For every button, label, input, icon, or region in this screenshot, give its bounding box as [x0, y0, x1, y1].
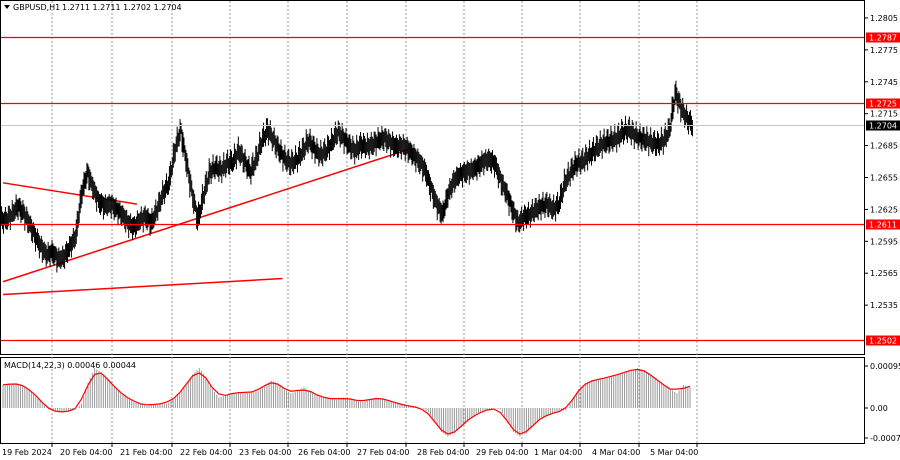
macd-tick-label: 0.00095: [870, 362, 900, 371]
time-tick-label: 29 Feb 04:00: [476, 448, 528, 457]
time-tick-label: 28 Feb 04:00: [417, 448, 469, 457]
level-tag-label: 1.2787: [869, 34, 897, 43]
level-tag: [866, 335, 900, 346]
macd-signal-line: [2, 368, 691, 435]
macd-pane-frame: [0, 357, 865, 444]
price-tick-label: 1.2625: [870, 205, 898, 214]
price-tick-label: 1.2685: [870, 142, 898, 151]
time-tick-label: 26 Feb 04:00: [298, 448, 350, 457]
macd-tick-label: 0.00: [870, 404, 888, 413]
time-tick-label: 1 Mar 04:00: [534, 448, 582, 457]
level-tag: [866, 32, 900, 43]
price-tick-label: 1.2805: [870, 14, 898, 23]
triangle-down-icon[interactable]: [4, 5, 10, 9]
level-tag-label: 1.2611: [869, 221, 897, 230]
level-tag-label: 1.2502: [869, 337, 897, 346]
level-lines[interactable]: [1, 36, 864, 342]
level-tag: [866, 219, 900, 230]
trendline[interactable]: [2, 148, 411, 283]
time-tick-label: 5 Mar 04:00: [650, 448, 698, 457]
price-tick-label: 1.2595: [870, 237, 898, 246]
time-tick-label: 19 Feb 2024: [2, 448, 52, 457]
candles: [0, 80, 693, 273]
macd-label: MACD(14,22,3) 0.00046 0.00044: [4, 361, 136, 370]
main-pane-frame: [0, 0, 865, 355]
level-tag: [866, 98, 900, 109]
ohlc-values: 1.2711 1.2711 1.2702 1.2704: [62, 3, 182, 12]
price-axis: 1.2805 1.2775 1.2745 1.2715 1.2685 1.2655 1.26…: [864, 14, 898, 310]
level-tag-label: 1.2725: [869, 100, 897, 109]
price-tick-label: 1.2775: [870, 46, 898, 55]
symbol-header[interactable]: GBPUSD,H1 1.2711 1.2711 1.2702 1.2704: [4, 3, 182, 12]
price-tick-label: 1.2715: [870, 110, 898, 119]
trendline[interactable]: [2, 277, 283, 296]
time-tick-label: 21 Feb 04:00: [120, 448, 172, 457]
time-tick-label: 20 Feb 04:00: [60, 448, 112, 457]
price-tick-label: 1.2565: [870, 269, 898, 278]
time-axis: 19 Feb 2024 20 Feb 04:00 21 Feb 04:00 22 Fe…: [2, 443, 698, 457]
time-tick-label: 27 Feb 04:00: [357, 448, 409, 457]
macd-histogram: [2, 368, 691, 437]
time-tick-label: 4 Mar 04:00: [592, 448, 640, 457]
price-tick-label: 1.2655: [870, 174, 898, 183]
macd-tick-label: -0.00073: [870, 434, 900, 443]
symbol-label: GBPUSD,H1: [13, 3, 60, 12]
time-tick-label: 23 Feb 04:00: [239, 448, 291, 457]
macd-axis: 0.00095 0.00 -0.00073: [864, 362, 900, 443]
price-tick-label: 1.2535: [870, 301, 898, 310]
current-price-tag: [866, 120, 900, 131]
current-price-label: 1.2704: [869, 122, 897, 131]
level-price-tags: 1.2787 1.2725 1.2611 1.2502 1.2704: [866, 32, 900, 346]
time-tick-label: 22 Feb 04:00: [180, 448, 232, 457]
macd-signal: [2, 368, 691, 435]
price-tick-label: 1.2745: [870, 78, 898, 87]
